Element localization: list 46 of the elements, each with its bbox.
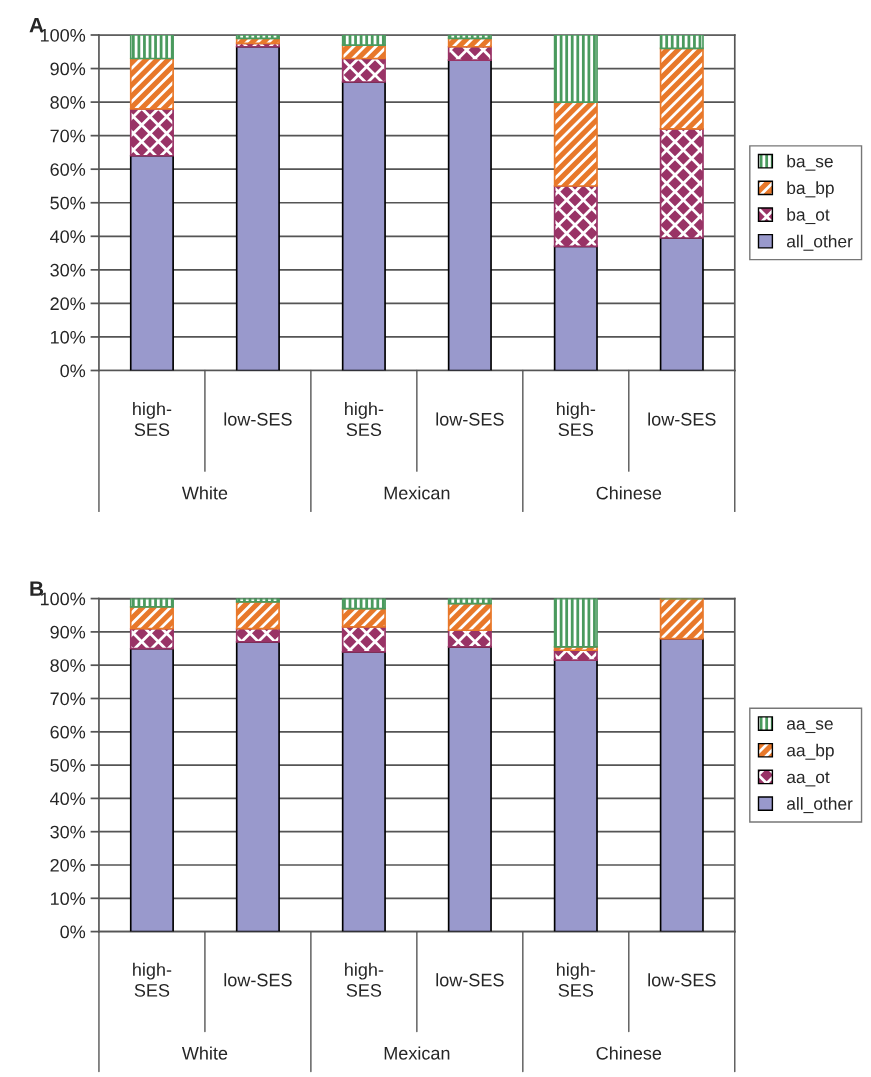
y-tick-label: 50% — [50, 759, 86, 772]
y-tick-label: 60% — [50, 725, 86, 739]
x-tick-label: low-SES — [224, 412, 292, 426]
x-tick-label: high- SES — [345, 962, 384, 997]
y-tick-label: 40% — [50, 230, 86, 244]
legend-label: aa_ot — [787, 771, 830, 787]
y-tick-label: 60% — [50, 163, 86, 176]
x-tick-label: high- SES — [133, 402, 172, 437]
x-tick-label: high- SES — [133, 962, 172, 997]
x-tick-label: low-SES — [648, 412, 716, 426]
text: Chinese — [596, 486, 662, 500]
y-tick-label: 90% — [50, 625, 86, 639]
y-tick-label: 10% — [50, 892, 86, 906]
text: Mexican — [384, 1046, 450, 1060]
y-tick-label: 10% — [50, 330, 86, 344]
x-tick-label: high- SES — [557, 962, 596, 997]
y-tick-label: 30% — [50, 263, 86, 277]
text: White — [181, 1046, 228, 1060]
y-tick-label: 70% — [50, 692, 86, 706]
legend-label: ba_se — [787, 154, 833, 171]
text: White — [181, 486, 228, 500]
y-tick-label: 20% — [50, 297, 86, 311]
legend-label: all_other — [787, 234, 853, 251]
legend-label: aa_se — [787, 720, 833, 734]
text: Chinese — [596, 1046, 662, 1060]
y-tick-label: 40% — [50, 792, 86, 806]
y-tick-label: 0% — [60, 364, 86, 378]
x-tick-label: high- SES — [557, 402, 596, 437]
x-tick-label: low-SES — [648, 973, 716, 987]
y-tick-label: 80% — [50, 659, 86, 672]
y-tick-label: 90% — [50, 62, 86, 76]
x-tick-label: low-SES — [436, 973, 504, 987]
x-tick-label: low-SES — [224, 973, 292, 987]
x-tick-label: low-SES — [436, 412, 504, 426]
legend-label: all_other — [787, 797, 853, 814]
legend-label: ba_bp — [787, 181, 834, 198]
legend-label: ba_ot — [787, 208, 830, 225]
legend-label: aa_bp — [787, 743, 834, 760]
y-tick-label: 30% — [50, 825, 86, 839]
y-tick-label: 20% — [50, 858, 86, 872]
x-tick-label: high- SES — [345, 402, 384, 437]
y-tick-label: 80% — [50, 96, 86, 109]
y-tick-label: 50% — [50, 196, 86, 210]
y-tick-label: 0% — [60, 925, 86, 939]
y-tick-label: 70% — [50, 129, 86, 143]
text: Mexican — [384, 486, 450, 500]
